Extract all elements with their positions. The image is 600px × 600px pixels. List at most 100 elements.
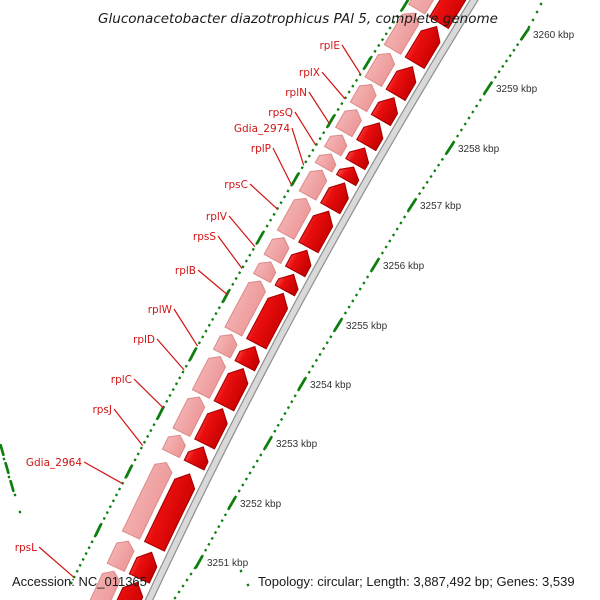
outer-arc-dot [248,253,252,257]
gene-arrow-rpsJ[interactable] [183,446,209,471]
gene-label-rplC[interactable]: rplC [111,374,132,386]
outer-arc-dot [146,434,150,438]
gene-span-rplV[interactable] [263,237,290,265]
gene-label-rpsQ[interactable]: rpsQ [268,107,293,119]
gene-span-rplC[interactable] [172,396,206,438]
outer-arc-dot [322,131,326,135]
outer-arc-major-tick [125,465,133,478]
ruler-dot [276,423,280,427]
gene-span-rpsL[interactable] [77,570,121,600]
outer-arc-dot [93,534,97,538]
ruler-label-3253-kbp: 3253 kbp [276,439,318,450]
gene-label-line-rplP [272,147,293,186]
gene-span-rplE[interactable] [364,52,396,88]
ruler-dot [307,370,311,374]
gene-arrow-rplP[interactable] [319,182,349,215]
gene-arrow-rplN[interactable] [356,122,384,152]
outer-arc-dot [124,475,128,479]
gene-span-rpsC[interactable] [276,197,312,240]
genome-backbone [144,0,479,600]
gene-arrow-rplE[interactable] [385,66,417,102]
gene-arrow-rplD[interactable] [213,368,249,412]
gene-span-rpsJ[interactable] [161,434,186,459]
gene-arrow-rplV[interactable] [284,249,312,278]
gene-label-line-rplV [228,215,256,248]
gene-arrow-rplB[interactable] [245,292,289,350]
gene-label-line-rplD [156,338,185,371]
ruler-dot [213,530,218,535]
gene-label-rplV[interactable]: rplV [206,211,228,223]
gene-label-line-rpsC [249,183,278,210]
gene-span-rpsQ[interactable] [323,134,348,157]
corner-tick-dash [9,479,15,493]
gene-arrow-rplC[interactable] [194,408,228,450]
gene-label-rplW[interactable]: rplW [148,304,173,316]
outer-arc-dot [178,376,182,380]
gene-span-Gdia_2964[interactable] [121,461,173,540]
corner-tick-dash [0,443,5,457]
ruler-tick-3258-kbp [445,141,455,155]
gene-label-line-rplE [341,44,361,75]
gene-label-rplX[interactable]: rplX [299,67,320,79]
ruler-tick-3256-kbp [370,258,380,272]
ruler-label-3260-kbp: 3260 kbp [533,30,575,41]
gene-label-rplE[interactable]: rplE [319,40,340,52]
gene-arrow-rplX[interactable] [370,97,399,127]
gene-arrow-Gdia_2974[interactable] [335,166,360,187]
gene-arrow-rpsS[interactable] [274,273,299,297]
outer-arc-dot [318,136,322,141]
ruler-label-3254-kbp: 3254 kbp [310,380,352,391]
gene-arrow-rpsQ[interactable] [345,147,370,171]
gene-label-rpsC[interactable]: rpsC [224,179,248,191]
ruler-dot [318,352,322,357]
gene-arrow-rpsC[interactable] [298,210,334,254]
gene-label-rpsL[interactable]: rpsL [15,542,37,554]
gene-span-Gdia_2974[interactable] [314,153,337,173]
ruler-dot [354,293,359,297]
gene-label-Gdia_2964[interactable]: Gdia_2964 [26,457,82,469]
gene-span-rpsS[interactable] [252,261,277,284]
outer-arc-dot [311,148,315,152]
gene-label-rpsJ[interactable]: rpsJ [92,404,112,416]
ruler-dot [490,80,494,85]
gene-span-rplN[interactable] [334,109,362,138]
outer-arc-dot [286,189,290,193]
gene-span-rplD[interactable] [191,356,227,399]
gene-arrow-Gdia_2964[interactable] [143,473,196,552]
ruler-dot [365,275,370,279]
outer-arc-dot [272,212,276,216]
gene-span-rplB[interactable] [224,280,267,337]
ruler-dot [237,489,241,493]
outer-arc-dot [362,67,366,71]
gene-label-rplB[interactable]: rplB [175,265,196,277]
outer-arc-major-tick [256,231,265,244]
gene-labels: rplE rplX rplN rpsQ Gdia_2974 rplP rpsC rplV rps… [15,40,361,578]
outer-arc-major-tick [156,406,165,420]
cds-ring [100,0,467,600]
ruler-dot [459,128,464,132]
ruler-dot [429,174,433,179]
ruler-tick-3253-kbp [263,436,273,450]
gene-arrow-rplW[interactable] [234,345,260,372]
ruler-dot [347,305,351,309]
gene-label-rplD[interactable]: rplD [133,334,155,346]
gene-label-rplN[interactable]: rplN [285,87,307,99]
outer-arc-dot [354,78,359,82]
gene-span-rplW[interactable] [212,333,238,359]
gene-label-Gdia_2974[interactable]: Gdia_2974 [234,123,290,135]
ruler-dot [455,134,460,138]
ruler-dot [280,417,284,422]
outer-arc-dot [279,201,283,205]
gene-label-line-rplC [133,378,164,409]
accession-text: Accession: NC_011365 [12,574,147,589]
gene-span-rplP[interactable] [298,169,328,201]
gene-arrow-rpsL[interactable] [100,581,144,600]
ruler-dot [399,221,403,225]
gene-span-rplX[interactable] [349,84,377,113]
outer-arc-dot [204,329,208,333]
gene-label-rpsS[interactable]: rpsS [193,231,216,243]
outer-arc-dot [187,358,192,362]
gene-label-rplP[interactable]: rplP [251,143,271,155]
outer-arc-dot [168,393,172,398]
